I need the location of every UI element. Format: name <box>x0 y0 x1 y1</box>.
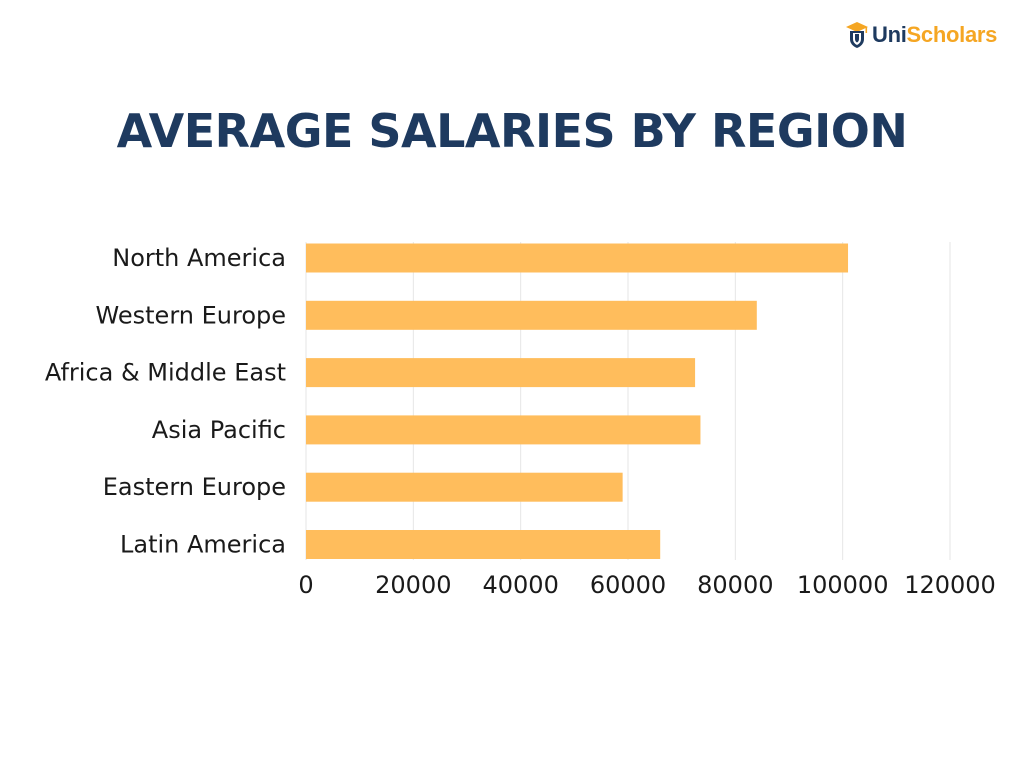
graduation-cap-shield-icon <box>846 22 868 48</box>
x-tick-label: 100000 <box>797 571 889 599</box>
bar <box>306 472 623 502</box>
x-tick-label: 20000 <box>375 571 451 599</box>
brand-name-part2: Scholars <box>906 22 998 47</box>
x-tick-label: 80000 <box>697 571 773 599</box>
x-tick-label: 60000 <box>590 571 666 599</box>
bars <box>306 243 849 559</box>
bar <box>306 358 696 388</box>
brand-name-part1: Uni <box>872 22 907 47</box>
x-axis-tick-labels: 0 20000 40000 60000 80000 100000 120000 <box>298 571 995 599</box>
x-tick-label: 0 <box>298 571 313 599</box>
brand-logo: UniScholars <box>846 22 997 48</box>
category-label: North America <box>112 244 286 272</box>
category-label: Africa & Middle East <box>45 359 286 387</box>
category-labels: North America Western Europe Africa & Midd… <box>45 244 286 559</box>
bar <box>306 530 661 559</box>
brand-wordmark: UniScholars <box>872 22 997 48</box>
chart-title: AVERAGE SALARIES BY REGION <box>116 104 908 158</box>
gridlines <box>305 242 951 560</box>
x-tick-label: 120000 <box>904 571 996 599</box>
category-label: Asia Pacific <box>152 416 286 444</box>
x-tick-label: 40000 <box>482 571 558 599</box>
bar <box>306 300 757 330</box>
category-label: Western Europe <box>96 301 286 329</box>
category-label: Eastern Europe <box>103 473 286 501</box>
category-label: Latin America <box>120 531 286 559</box>
bar <box>306 415 701 445</box>
bar <box>306 243 849 273</box>
